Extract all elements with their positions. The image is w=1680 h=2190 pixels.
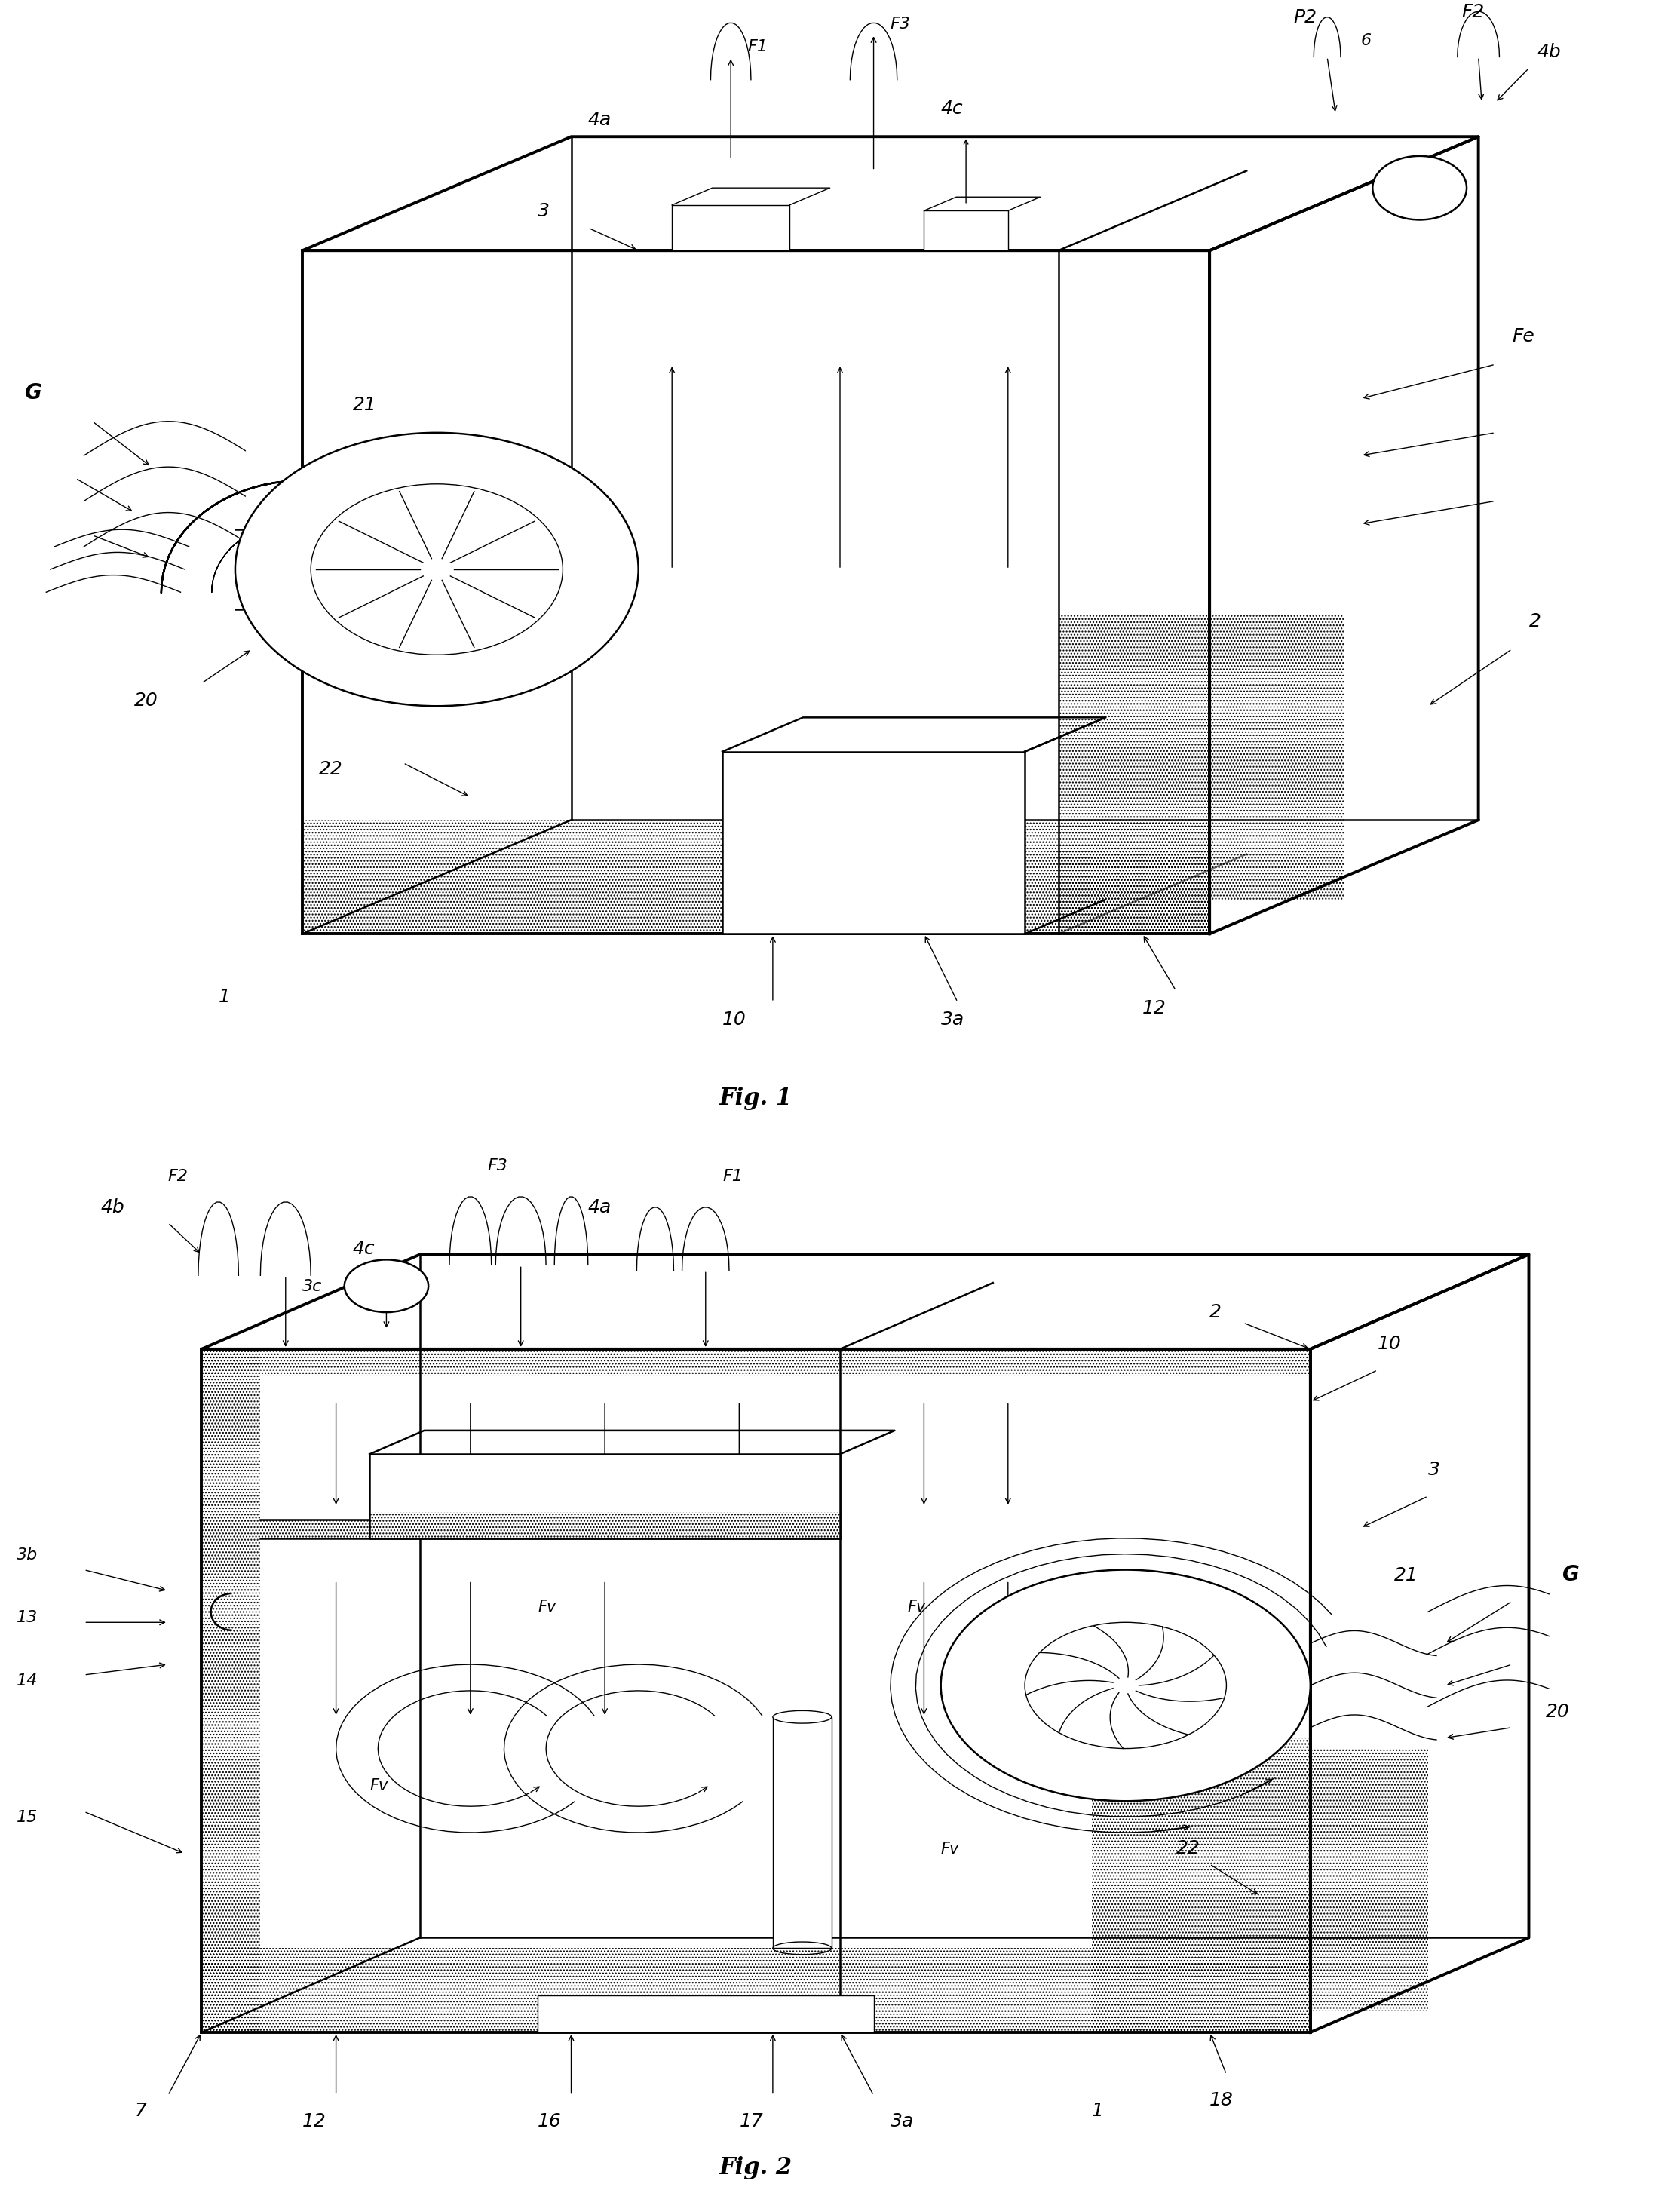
Text: P2: P2: [1294, 9, 1317, 26]
Bar: [773, 1717, 832, 1949]
Bar: [202, 1949, 1310, 2032]
Text: G: G: [25, 381, 42, 403]
Bar: [260, 1520, 840, 1537]
Bar: [722, 751, 1025, 933]
Text: Fv: Fv: [941, 1842, 959, 1857]
Text: F1: F1: [748, 39, 768, 55]
Text: 17: 17: [739, 2113, 763, 2131]
Text: 3c: 3c: [302, 1279, 323, 1294]
Text: 21: 21: [353, 396, 376, 414]
Bar: [202, 1349, 260, 2032]
Text: 6: 6: [1361, 33, 1371, 48]
Text: 10: 10: [1378, 1334, 1401, 1353]
Text: 20: 20: [134, 692, 158, 710]
Bar: [672, 206, 790, 250]
Bar: [1092, 1739, 1310, 2032]
Text: F3: F3: [890, 15, 911, 31]
Text: F1: F1: [722, 1169, 743, 1185]
Text: 4a: 4a: [588, 112, 612, 129]
Text: 3b: 3b: [17, 1546, 39, 1561]
Text: 3: 3: [538, 201, 549, 221]
Text: 13: 13: [17, 1610, 39, 1625]
Text: 3a: 3a: [890, 2113, 914, 2131]
Ellipse shape: [773, 1710, 832, 1724]
Text: Fv: Fv: [907, 1599, 926, 1614]
Text: Fig. 2: Fig. 2: [719, 2157, 793, 2179]
Text: Fv: Fv: [538, 1599, 556, 1614]
Text: 1: 1: [218, 988, 230, 1005]
Text: 7: 7: [134, 2102, 146, 2120]
Text: Fig. 1: Fig. 1: [719, 1086, 793, 1110]
Bar: [538, 1995, 874, 2032]
Bar: [1310, 1748, 1428, 2010]
Bar: [924, 210, 1008, 250]
Text: 14: 14: [17, 1673, 39, 1688]
Text: F2: F2: [1462, 2, 1485, 22]
Bar: [202, 1349, 1310, 1375]
Text: 10: 10: [722, 1010, 746, 1029]
Bar: [370, 1454, 840, 1537]
Text: Fe: Fe: [1512, 326, 1534, 346]
Bar: [722, 889, 1025, 933]
Text: 4b: 4b: [1537, 42, 1561, 61]
Text: Fv: Fv: [370, 1778, 388, 1794]
Text: 2: 2: [1210, 1303, 1221, 1321]
Bar: [1210, 615, 1344, 900]
Bar: [302, 819, 1210, 933]
Text: 12: 12: [302, 2113, 326, 2131]
Text: 3a: 3a: [941, 1010, 964, 1029]
Bar: [370, 1511, 840, 1537]
Text: 15: 15: [17, 1809, 39, 1824]
Text: 12: 12: [1142, 999, 1166, 1018]
Text: 4c: 4c: [353, 1240, 375, 1259]
Text: 22: 22: [319, 760, 343, 777]
Text: 3: 3: [1428, 1461, 1440, 1478]
Circle shape: [1373, 155, 1467, 219]
Circle shape: [235, 434, 638, 705]
Text: 4c: 4c: [941, 99, 963, 118]
Text: 2: 2: [1529, 611, 1541, 631]
Circle shape: [941, 1570, 1310, 1800]
Text: F3: F3: [487, 1159, 507, 1174]
Text: F2: F2: [168, 1169, 188, 1185]
Text: 4a: 4a: [588, 1198, 612, 1215]
Text: 16: 16: [538, 2113, 561, 2131]
Bar: [1058, 615, 1210, 933]
Text: 4b: 4b: [101, 1198, 124, 1215]
Text: 1: 1: [1092, 2102, 1104, 2120]
Text: 22: 22: [1176, 1840, 1200, 1857]
Text: G: G: [1562, 1564, 1579, 1586]
Circle shape: [344, 1259, 428, 1312]
Text: 20: 20: [1546, 1702, 1569, 1721]
Text: 18: 18: [1210, 2091, 1233, 2109]
Text: 21: 21: [1394, 1566, 1418, 1583]
